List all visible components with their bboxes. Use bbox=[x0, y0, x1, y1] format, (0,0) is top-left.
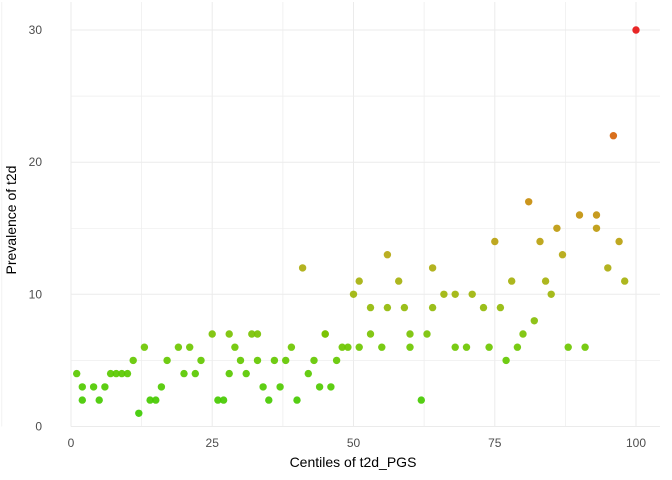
svg-text:100: 100 bbox=[626, 436, 646, 450]
svg-text:0: 0 bbox=[68, 436, 75, 450]
svg-text:25: 25 bbox=[206, 436, 220, 450]
svg-text:10: 10 bbox=[29, 287, 43, 301]
svg-text:50: 50 bbox=[347, 436, 361, 450]
svg-text:75: 75 bbox=[488, 436, 502, 450]
svg-text:0: 0 bbox=[35, 420, 42, 434]
svg-text:20: 20 bbox=[29, 155, 43, 169]
svg-text:Centiles of t2d_PGS: Centiles of t2d_PGS bbox=[290, 454, 417, 470]
svg-text:30: 30 bbox=[29, 23, 43, 37]
svg-text:Prevalence of t2d: Prevalence of t2d bbox=[3, 166, 19, 275]
